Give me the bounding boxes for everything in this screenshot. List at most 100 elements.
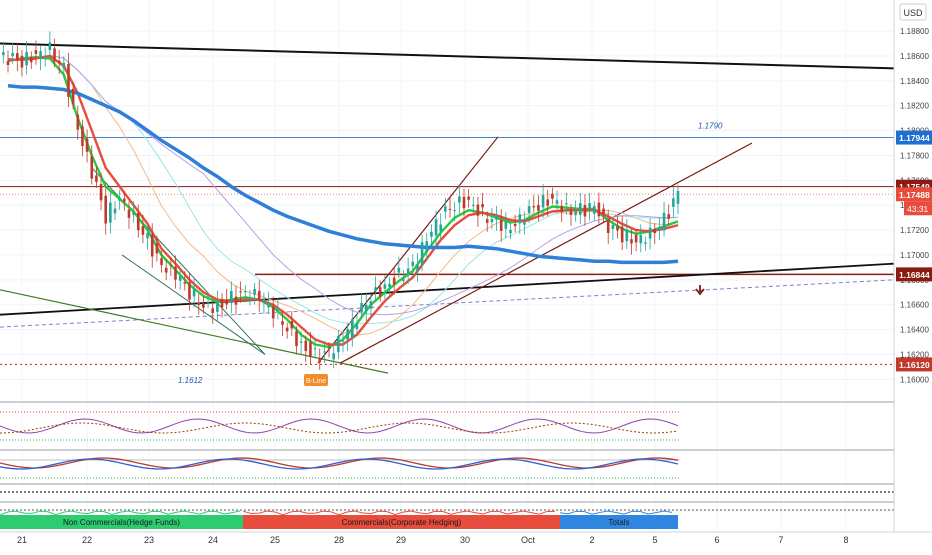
- candle-body: [434, 219, 438, 236]
- candle-body: [253, 288, 256, 295]
- candle-body: [39, 51, 42, 60]
- price-tick-label: 1.16600: [900, 301, 929, 310]
- price-tick-label: 1.16000: [900, 375, 929, 384]
- candle-body: [439, 224, 443, 232]
- lower-trendline: [0, 262, 895, 316]
- price-tick-label: 1.18200: [900, 102, 929, 111]
- price-tag: [896, 267, 932, 282]
- time-tick-label: 24: [208, 535, 218, 545]
- candle-body: [6, 61, 10, 65]
- annotation-label: 1.1790: [698, 122, 723, 131]
- candle-body: [262, 298, 266, 303]
- candle-body: [620, 226, 624, 243]
- candle-body: [444, 206, 447, 212]
- candle-body: [495, 214, 498, 220]
- cot-label: Commercials(Corporate Hedging): [342, 518, 462, 527]
- candle-body: [141, 226, 145, 235]
- candle-body: [2, 52, 5, 56]
- price-tick-label: 1.17200: [900, 226, 929, 235]
- candle-body: [225, 299, 228, 305]
- candle-body: [411, 261, 415, 267]
- time-axis[interactable]: 21 22 23 24 25 28 29 30 Oct 2 5 6 7 8: [17, 535, 849, 545]
- price-tag: [896, 357, 932, 372]
- candle-body: [206, 301, 210, 303]
- candle-body: [481, 203, 484, 208]
- candle-body: [76, 114, 80, 130]
- price-tag-label: 1.16120: [899, 360, 930, 370]
- candle-body: [197, 302, 201, 305]
- candle-body: [667, 214, 670, 219]
- cot-label: Non Commercials(Hedge Funds): [63, 518, 180, 527]
- candle-body: [183, 282, 187, 284]
- cot-wave: [559, 510, 673, 515]
- candle-body: [402, 279, 405, 281]
- pane2-line-a: [0, 457, 679, 469]
- candle-body: [281, 321, 284, 325]
- time-tick-label: 30: [460, 535, 470, 545]
- currency-button[interactable]: [899, 3, 927, 21]
- candle-body: [462, 196, 466, 209]
- upper-trendline: [0, 42, 895, 70]
- countdown-label: 43:31: [907, 204, 929, 214]
- candle-body: [397, 267, 401, 273]
- candle-body: [178, 276, 182, 281]
- down-arrow-icon: [695, 285, 705, 296]
- green-trendline: [0, 289, 389, 374]
- candle-body: [658, 227, 661, 231]
- candle-body: [34, 50, 38, 54]
- candle-body: [467, 196, 470, 200]
- candle-body: [146, 232, 149, 239]
- candle-body: [388, 283, 391, 287]
- candle-body: [406, 268, 410, 275]
- candle-body: [271, 306, 275, 319]
- candle-body: [43, 56, 47, 58]
- candle-body: [299, 341, 303, 343]
- candle-body: [216, 301, 219, 312]
- candle-body: [29, 57, 33, 63]
- price-tick-label: 1.17800: [900, 151, 929, 160]
- candle-body: [81, 126, 84, 147]
- candle-body: [20, 55, 24, 68]
- price-tag-label: 1.17549: [899, 182, 930, 192]
- candle-body: [164, 267, 168, 273]
- candle-body: [625, 229, 629, 242]
- time-tick-label: 2: [589, 535, 594, 545]
- candle-body: [551, 193, 554, 199]
- candle-body: [555, 200, 559, 204]
- cot-wave: [0, 510, 241, 516]
- time-tick-label: 5: [652, 535, 657, 545]
- candle-body: [583, 204, 587, 217]
- candle-body: [662, 212, 666, 231]
- candle-body: [448, 208, 452, 210]
- falling-channel-lower: [121, 254, 266, 355]
- candle-body: [132, 212, 135, 216]
- candle-body: [425, 241, 429, 253]
- candle-body: [560, 205, 563, 213]
- candle-body: [95, 175, 98, 182]
- cot-label: Totals: [609, 518, 630, 527]
- time-tick-label: 28: [334, 535, 344, 545]
- candle-body: [574, 211, 577, 216]
- candle-body: [565, 203, 568, 205]
- price-tick-label: 1.17000: [900, 251, 929, 260]
- candle-body: [490, 218, 494, 223]
- candle-body: [90, 156, 94, 179]
- candle-body: [57, 60, 61, 64]
- candle-body: [351, 319, 354, 338]
- candle-body: [416, 264, 419, 272]
- candle-body: [136, 213, 140, 231]
- annotations: 1.1790 1.1612 B-Line: [178, 122, 723, 386]
- candle-body: [616, 225, 619, 231]
- price-tag: [896, 130, 932, 145]
- candle-body: [471, 204, 475, 206]
- cot-segment: [560, 515, 678, 529]
- candle-body: [509, 229, 512, 234]
- dashed-trendline: [0, 279, 895, 328]
- candle-body: [611, 224, 615, 229]
- candle-body: [327, 347, 331, 349]
- candle-body: [644, 242, 647, 244]
- time-tick-label: 23: [144, 535, 154, 545]
- candle-body: [672, 198, 675, 207]
